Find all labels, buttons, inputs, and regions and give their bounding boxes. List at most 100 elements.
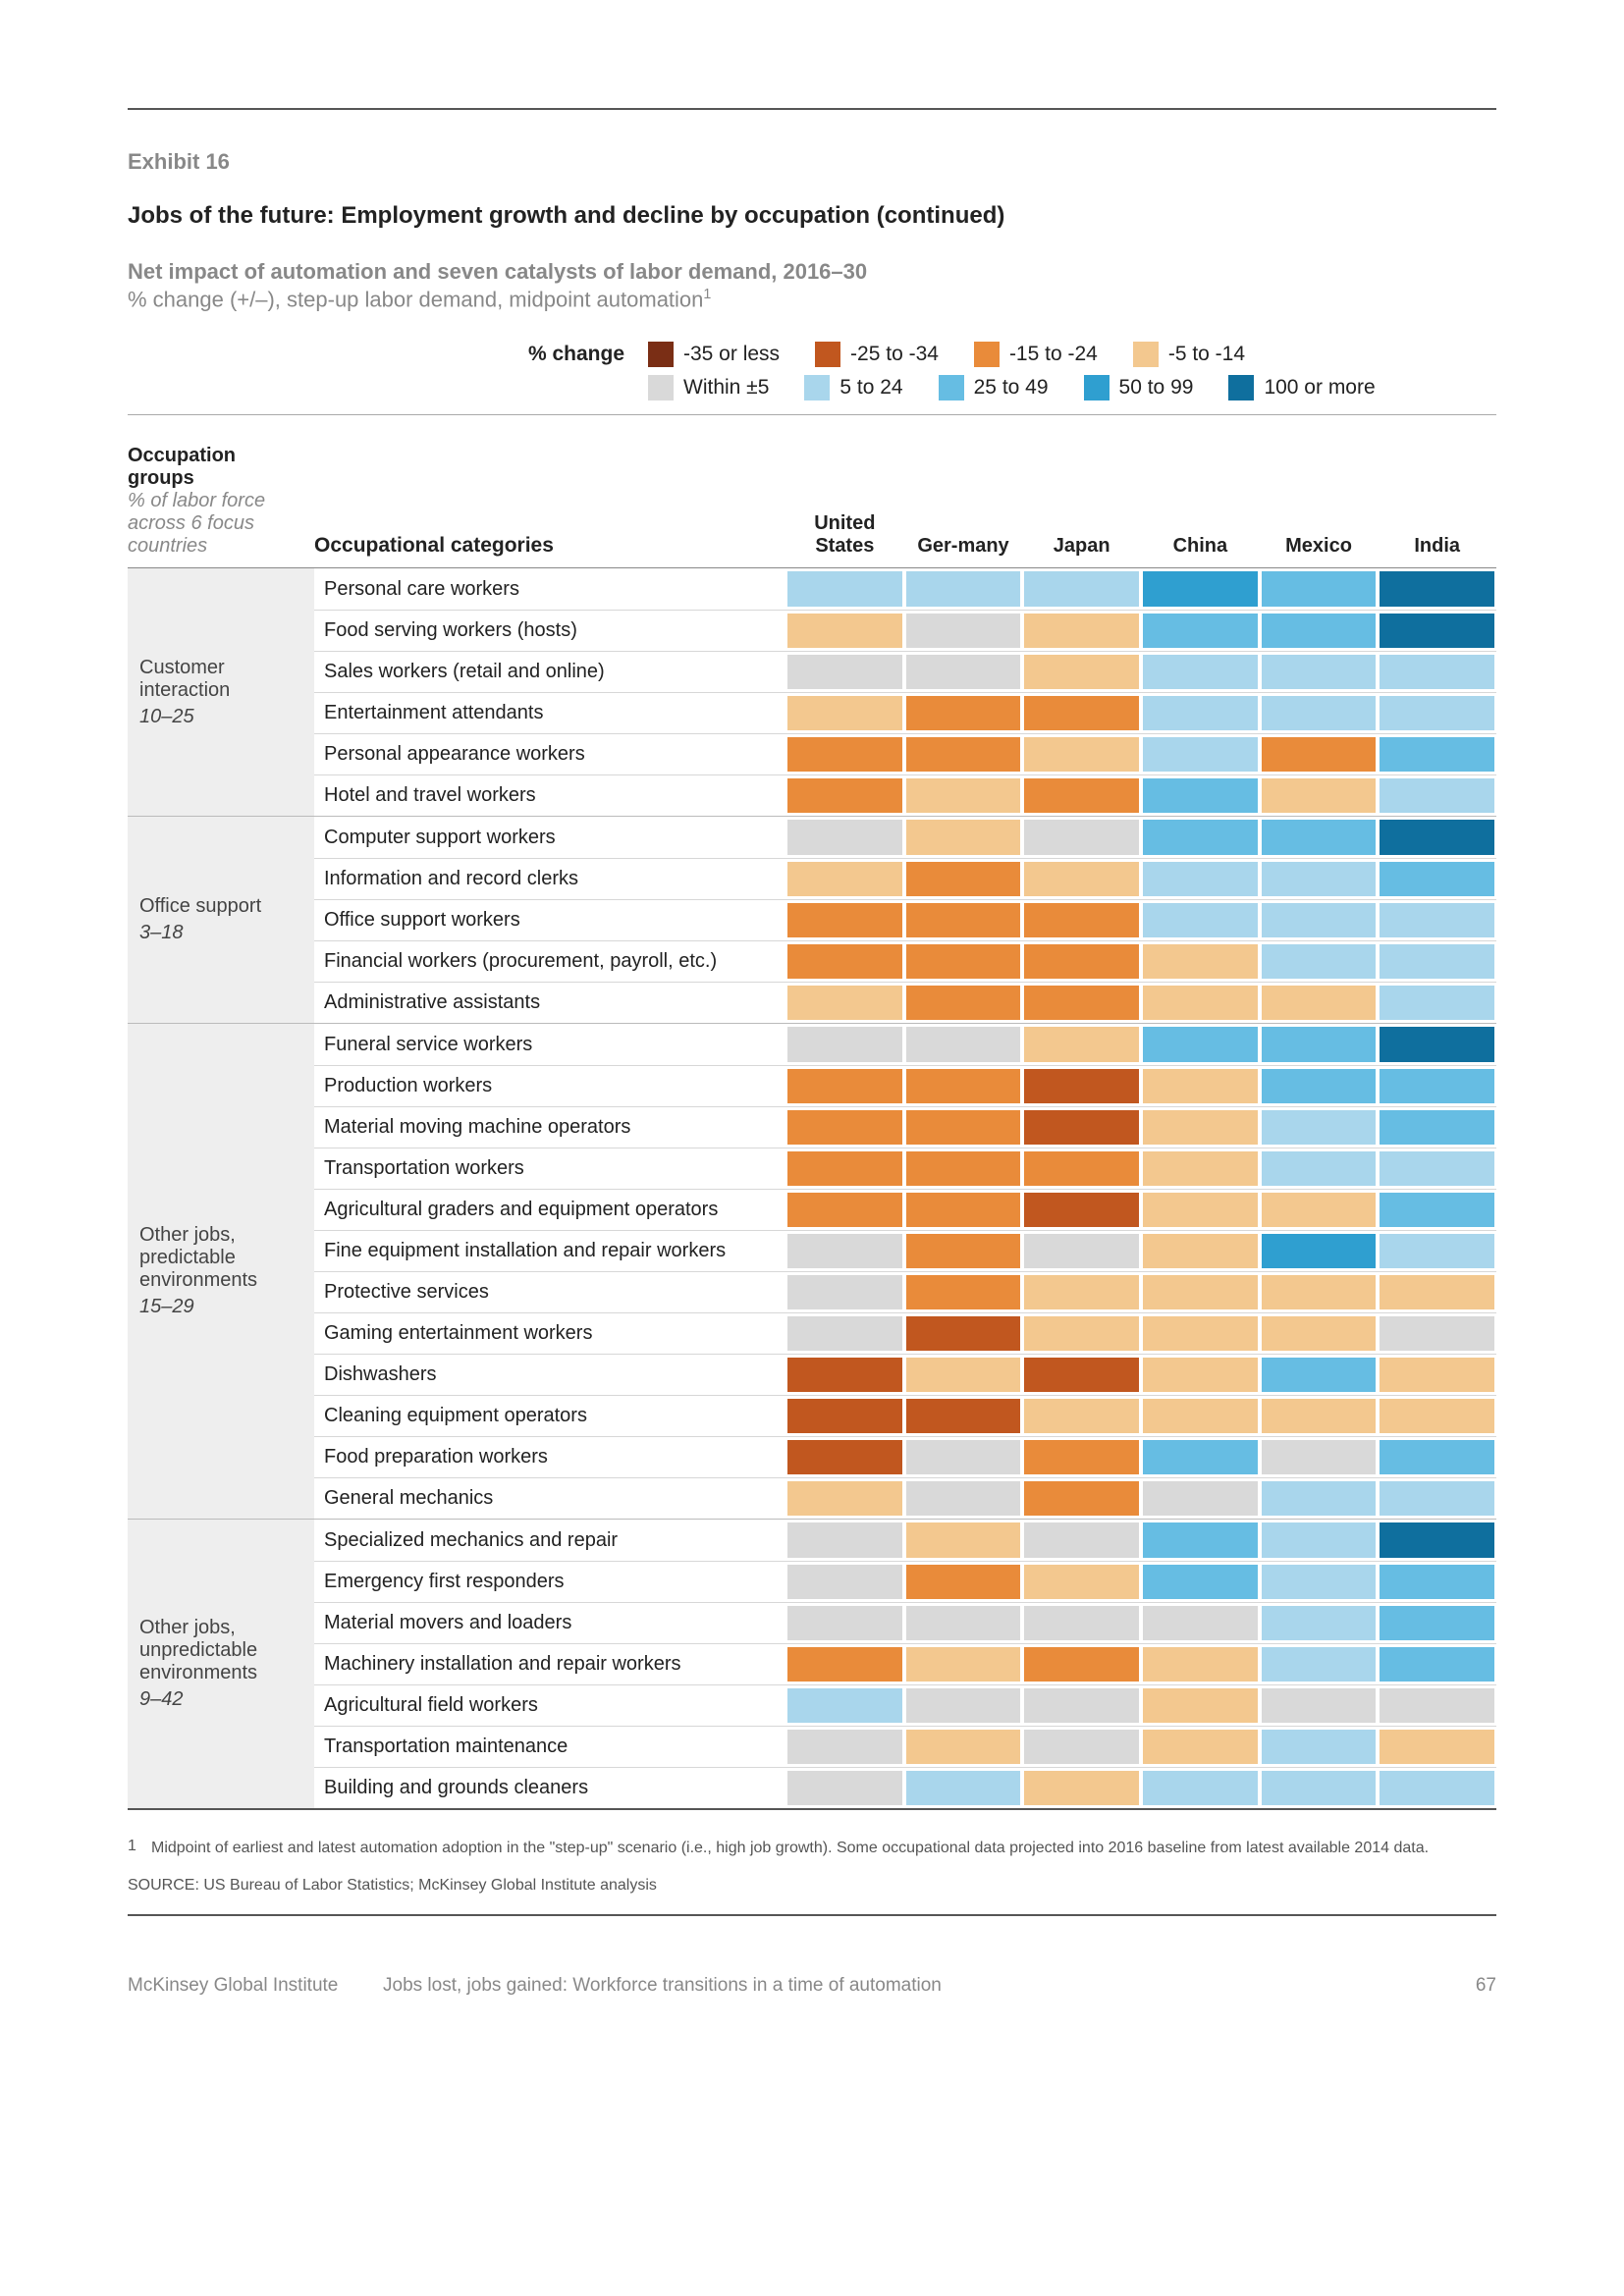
heat-cell	[787, 737, 902, 772]
group-label: Customer interaction10–25	[128, 568, 314, 816]
heat-cell	[1024, 1730, 1139, 1764]
group-block: Office support3–18Computer support worke…	[128, 817, 1496, 1024]
heat-cell	[1380, 820, 1494, 855]
table-row: Material movers and loaders	[314, 1602, 1496, 1643]
heat-cells	[785, 983, 1496, 1023]
heat-cell	[787, 1647, 902, 1682]
heat-cell	[1262, 1688, 1377, 1723]
heat-cell	[1262, 1358, 1377, 1392]
heat-cell	[787, 778, 902, 813]
country-header: United States	[785, 415, 904, 567]
heat-cell	[787, 1606, 902, 1640]
footnote-number: 1	[128, 1838, 151, 1859]
heat-cells	[785, 1478, 1496, 1519]
heat-cell	[1380, 1730, 1494, 1764]
heat-cell	[787, 1481, 902, 1516]
heat-cell	[906, 1606, 1021, 1640]
heat-cells	[785, 1562, 1496, 1602]
heat-cell	[906, 1193, 1021, 1227]
category-cell: Food serving workers (hosts)	[314, 611, 785, 651]
groups-header-bold: Occupation groups	[128, 445, 304, 490]
category-cell: Administrative assistants	[314, 983, 785, 1023]
legend-swatch	[1084, 375, 1110, 400]
heat-cell	[1380, 1565, 1494, 1599]
heat-cell	[1380, 1399, 1494, 1433]
heat-cell	[787, 820, 902, 855]
country-header: Ger-many	[904, 415, 1023, 567]
group-rows: Funeral service workersProduction worker…	[314, 1024, 1496, 1519]
heat-cell	[1262, 862, 1377, 896]
heat-cell	[906, 778, 1021, 813]
heat-cells	[785, 1768, 1496, 1808]
heat-cell	[787, 1730, 902, 1764]
legend-row-2: Within ±55 to 2425 to 4950 to 99100 or m…	[128, 375, 1496, 400]
heat-cell	[787, 571, 902, 607]
heat-cell	[787, 1110, 902, 1145]
heat-cell	[1380, 1069, 1494, 1103]
heat-cell	[906, 1440, 1021, 1474]
heat-cell	[787, 1234, 902, 1268]
heat-cell	[1380, 1688, 1494, 1723]
legend-label: 100 or more	[1264, 376, 1375, 400]
heat-cell	[1024, 1027, 1139, 1062]
groups-header: Occupation groups % of labor force acros…	[128, 415, 314, 567]
legend-label: -35 or less	[683, 343, 780, 366]
heat-cell	[906, 1316, 1021, 1351]
category-cell: Cleaning equipment operators	[314, 1396, 785, 1436]
heat-cell	[906, 1069, 1021, 1103]
heat-cell	[787, 1069, 902, 1103]
category-cell: Computer support workers	[314, 817, 785, 858]
heat-cell	[787, 614, 902, 648]
table-row: Fine equipment installation and repair w…	[314, 1230, 1496, 1271]
table-row: Personal appearance workers	[314, 733, 1496, 774]
heat-cell	[1380, 1027, 1494, 1062]
heat-cell	[1262, 944, 1377, 979]
category-cell: Transportation maintenance	[314, 1727, 785, 1767]
group-range: 3–18	[139, 922, 302, 944]
legend-item: Within ±5	[648, 375, 769, 400]
heat-cell	[1143, 1358, 1258, 1392]
heat-cells	[785, 1355, 1496, 1395]
heat-cells	[785, 1066, 1496, 1106]
heat-cell	[1024, 1316, 1139, 1351]
legend-label: 25 to 49	[974, 376, 1049, 400]
group-label: Other jobs, unpredictable environments9–…	[128, 1520, 314, 1808]
heat-cell	[906, 1110, 1021, 1145]
subtitle-line1: Net impact of automation and seven catal…	[128, 257, 1496, 287]
heat-cell	[906, 944, 1021, 979]
heat-cell	[1024, 1771, 1139, 1805]
group-name: Other jobs, predictable environments	[139, 1224, 302, 1292]
heat-cell	[1143, 944, 1258, 979]
heat-cells	[785, 1520, 1496, 1561]
table-row: Production workers	[314, 1065, 1496, 1106]
heat-cell	[1380, 1110, 1494, 1145]
heat-cell	[906, 1481, 1021, 1516]
heat-cell	[1380, 944, 1494, 979]
heat-cell	[1380, 778, 1494, 813]
heat-cell	[1262, 1481, 1377, 1516]
heat-cell	[1380, 1193, 1494, 1227]
heat-cell	[906, 1399, 1021, 1433]
heat-cell	[1380, 1647, 1494, 1682]
categories-header-label: Occupational categories	[314, 534, 554, 558]
table-row: Computer support workers	[314, 817, 1496, 858]
heat-cell	[906, 862, 1021, 896]
heat-cell	[1024, 1275, 1139, 1309]
category-cell: Machinery installation and repair worker…	[314, 1644, 785, 1684]
category-cell: Protective services	[314, 1272, 785, 1312]
heat-cell	[1262, 1730, 1377, 1764]
category-cell: Funeral service workers	[314, 1024, 785, 1065]
heat-cells	[785, 817, 1496, 858]
category-cell: Building and grounds cleaners	[314, 1768, 785, 1808]
heat-cell	[787, 696, 902, 730]
category-cell: Hotel and travel workers	[314, 775, 785, 816]
heat-cell	[1262, 986, 1377, 1020]
heat-cell	[1143, 696, 1258, 730]
category-cell: Information and record clerks	[314, 859, 785, 899]
footer-page: 67	[1476, 1975, 1496, 1997]
subtitle-line2: % change (+/–), step-up labor demand, mi…	[128, 287, 1496, 312]
table-row: Emergency first responders	[314, 1561, 1496, 1602]
heat-cell	[906, 737, 1021, 772]
heat-cells	[785, 568, 1496, 610]
footer-left: McKinsey Global Institute	[128, 1975, 383, 1997]
